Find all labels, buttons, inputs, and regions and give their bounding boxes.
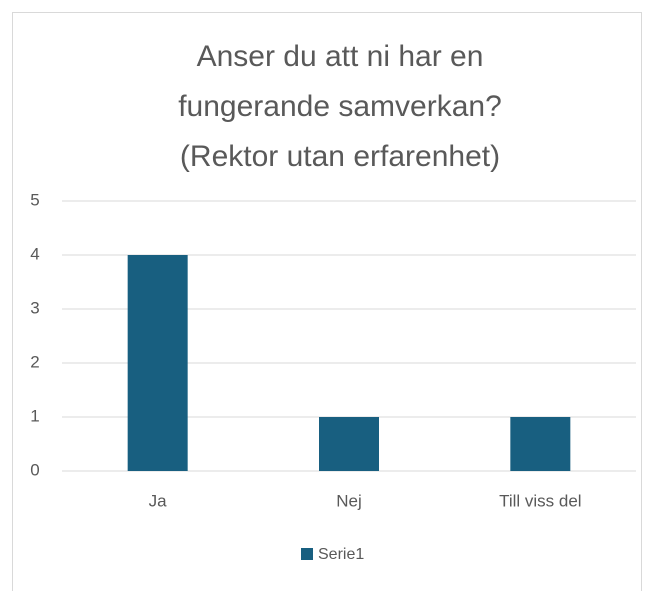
bar: [127, 255, 188, 471]
chart-title: fungerande samverkan?: [178, 90, 502, 123]
legend-label: Serie1: [318, 546, 364, 563]
legend-swatch: [301, 548, 313, 560]
y-tick-label: 3: [30, 298, 39, 317]
y-tick-label: 2: [30, 352, 39, 371]
y-tick-label: 4: [30, 244, 39, 263]
y-tick-label: 0: [30, 460, 39, 479]
x-tick-label: Ja: [149, 491, 168, 510]
chart-border: [12, 12, 642, 591]
x-tick-label: Till viss del: [499, 491, 582, 510]
bar: [510, 417, 571, 471]
bar: [319, 417, 379, 471]
x-tick-label: Nej: [336, 491, 362, 510]
chart-title: (Rektor utan erfarenhet): [180, 140, 500, 173]
y-tick-label: 1: [30, 406, 39, 425]
chart-title: Anser du att ni har en: [197, 40, 484, 73]
y-tick-label: 5: [30, 190, 39, 209]
